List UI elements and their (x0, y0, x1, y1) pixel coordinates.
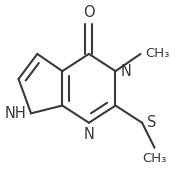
Text: CH₃: CH₃ (142, 153, 167, 166)
Text: NH: NH (5, 106, 26, 121)
Text: CH₃: CH₃ (145, 47, 170, 60)
Text: S: S (147, 115, 156, 130)
Text: N: N (120, 64, 131, 79)
Text: N: N (83, 127, 94, 142)
Text: O: O (83, 4, 95, 19)
